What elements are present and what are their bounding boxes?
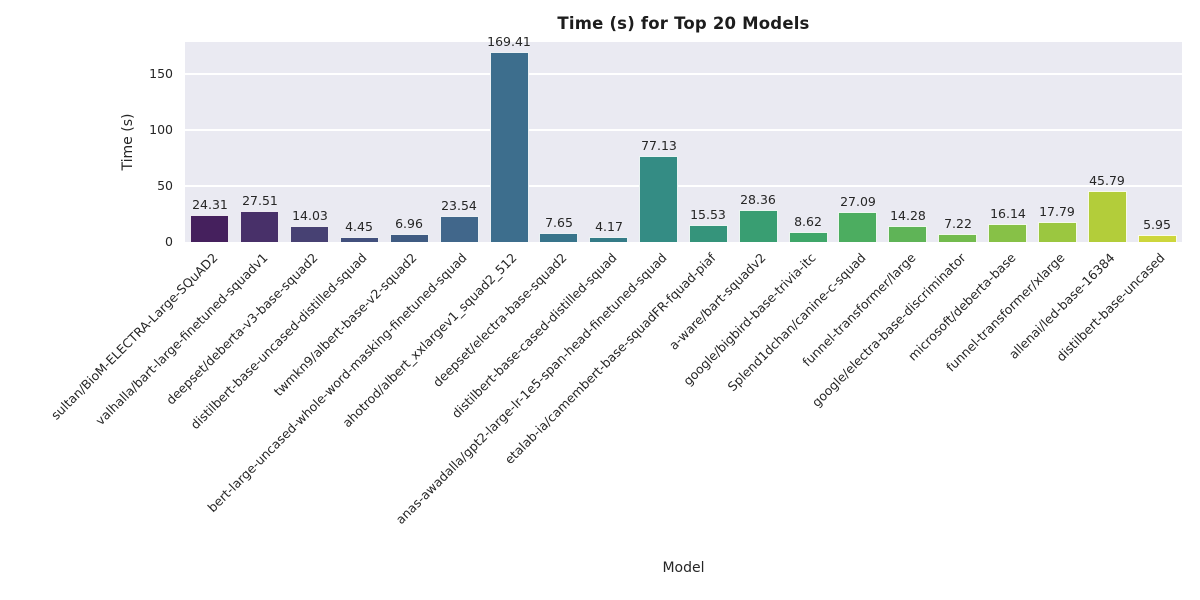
bar	[589, 237, 628, 242]
bar-value-label: 16.14	[990, 205, 1026, 221]
bar-value-label: 5.95	[1143, 217, 1171, 233]
bar	[789, 232, 828, 242]
bar	[440, 215, 479, 242]
bar	[739, 210, 778, 242]
plot-area: 24.31 27.51 14.03 4.45 6.96 23.54 169.41 7.65 4.…	[185, 34, 1182, 242]
chart-title: Time (s) for Top 20 Models	[557, 14, 810, 33]
bar-value-label: 14.03	[292, 208, 328, 224]
bar-value-label: 6.96	[395, 216, 423, 232]
x-axis-label: Model	[662, 560, 705, 576]
bar-value-label: 169.41	[487, 34, 531, 50]
bar	[838, 211, 877, 242]
bar	[689, 224, 728, 242]
bar	[639, 155, 678, 242]
bar-value-label: 14.28	[890, 208, 926, 223]
bar-value-label: 28.36	[740, 192, 776, 208]
bar	[1138, 235, 1177, 242]
bar	[988, 223, 1027, 242]
bar-value-label: 15.53	[690, 206, 726, 222]
bar-value-label: 8.62	[794, 214, 822, 230]
y-tick-label: 150	[149, 65, 173, 81]
bar-value-label: 4.45	[345, 219, 373, 234]
bar-value-label: 4.17	[595, 219, 623, 235]
y-tick-label: 50	[157, 177, 173, 193]
y-tick-label: 100	[149, 121, 173, 137]
bar	[190, 214, 229, 242]
bar-value-label: 45.79	[1089, 172, 1125, 188]
bar-value-label: 17.79	[1039, 204, 1075, 220]
bar	[490, 52, 529, 242]
y-tick-label: 0	[165, 234, 173, 249]
bar	[938, 233, 977, 242]
bar-value-label: 27.09	[840, 193, 876, 209]
bar-value-label: 27.51	[242, 193, 278, 209]
bar	[539, 233, 578, 242]
bar	[290, 226, 329, 242]
bar-value-label: 77.13	[641, 137, 677, 153]
bar	[888, 226, 927, 242]
gridline	[185, 128, 1182, 131]
bar	[1088, 190, 1127, 242]
gridline	[185, 72, 1182, 75]
bar-value-label: 23.54	[441, 197, 477, 213]
bar-value-label: 24.31	[192, 196, 228, 212]
bar-value-label: 7.22	[944, 215, 972, 231]
bar	[340, 237, 379, 242]
bar	[390, 234, 429, 242]
bar-value-label: 7.65	[545, 215, 573, 231]
bar	[1038, 222, 1077, 242]
bar	[240, 211, 279, 242]
gridline	[185, 184, 1182, 187]
